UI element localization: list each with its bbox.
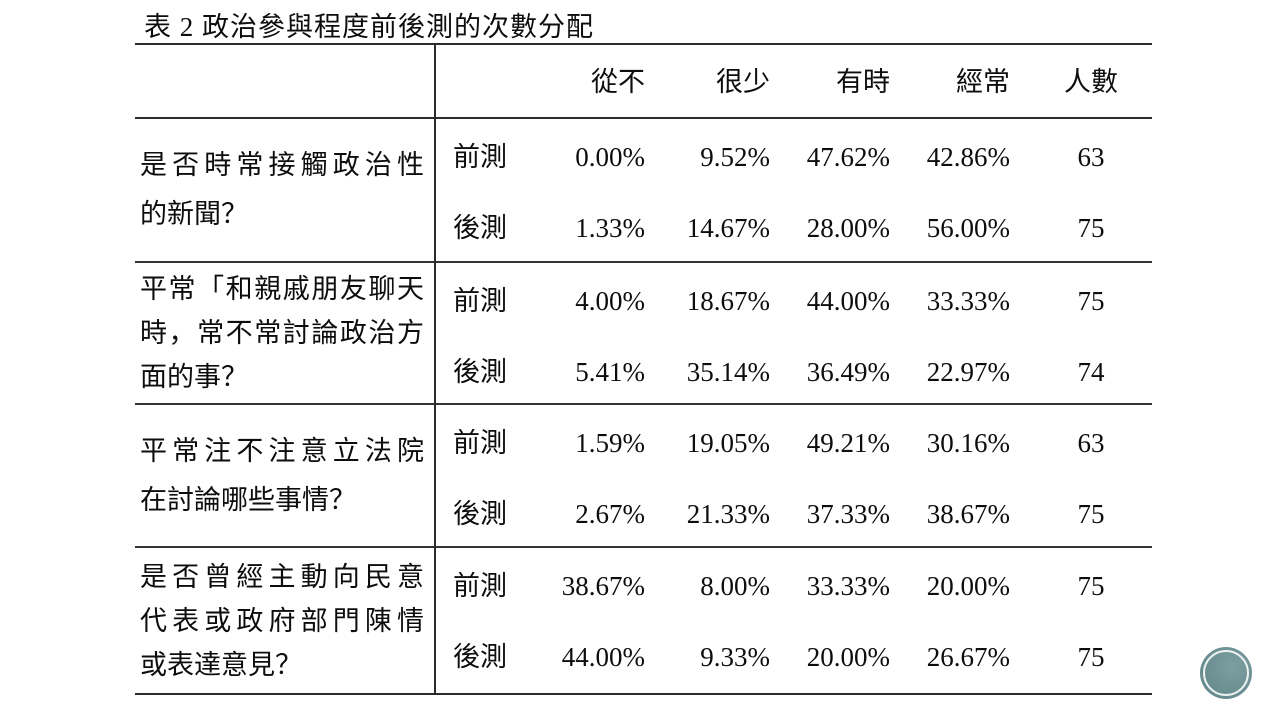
value-count: 75 <box>1077 642 1105 672</box>
value-never: 4.00% <box>575 286 645 316</box>
value-count: 74 <box>1077 357 1105 387</box>
value-never: 0.00% <box>575 142 645 172</box>
value-sometimes: 33.33% <box>806 571 890 601</box>
value-never: 5.41% <box>575 357 645 387</box>
column-header-rarely: 很少 <box>716 67 770 97</box>
frequency-table: 從不 很少 有時 經常 人數 是否時常接觸政治性 的新聞？ 前測 0.00% 9… <box>135 43 1152 695</box>
test-label: 前測 <box>453 142 507 172</box>
pretest-row: 前測 38.67% 8.00% 33.33% 20.00% 75 <box>135 564 1152 608</box>
value-sometimes: 36.49% <box>806 357 890 387</box>
test-label: 前測 <box>453 428 507 458</box>
column-header-count: 人數 <box>1064 67 1118 97</box>
table-header-rule <box>135 117 1152 119</box>
value-never: 1.59% <box>575 428 645 458</box>
question-text-line: 是否曾經主動向民意 <box>140 562 424 592</box>
pretest-row: 前測 4.00% 18.67% 44.00% 33.33% 75 <box>135 279 1152 323</box>
table-row-separator <box>135 261 1152 263</box>
value-sometimes: 44.00% <box>806 286 890 316</box>
question-cell: 是否時常接觸政治性 的新聞？ <box>140 118 424 262</box>
value-rarely: 35.14% <box>686 357 770 387</box>
value-sometimes: 20.00% <box>806 642 890 672</box>
value-sometimes: 49.21% <box>806 428 890 458</box>
table-row-group: 是否時常接觸政治性 的新聞？ 前測 0.00% 9.52% 47.62% 42.… <box>135 118 1152 262</box>
test-label: 前測 <box>453 286 507 316</box>
pretest-row: 前測 0.00% 9.52% 47.62% 42.86% 63 <box>135 135 1152 179</box>
test-label: 前測 <box>453 571 507 601</box>
value-sometimes: 37.33% <box>806 499 890 529</box>
test-label: 後測 <box>453 499 507 529</box>
value-never: 1.33% <box>575 213 645 243</box>
posttest-row: 後測 5.41% 35.14% 36.49% 22.97% 74 <box>135 350 1152 394</box>
value-rarely: 9.33% <box>700 642 770 672</box>
question-cell: 是否曾經主動向民意 代表或政府部門陳情 或表達意見？ <box>140 547 424 695</box>
table-row-separator <box>135 403 1152 405</box>
question-text-line: 代表或政府部門陳情 <box>140 606 424 636</box>
value-rarely: 21.33% <box>686 499 770 529</box>
value-often: 56.00% <box>926 213 1010 243</box>
value-often: 26.67% <box>926 642 1010 672</box>
value-rarely: 18.67% <box>686 286 770 316</box>
question-cell: 平常「和親戚朋友聊天 時，常不常討論政治方 面的事？ <box>140 262 424 404</box>
question-text-line: 的新聞？ <box>140 199 248 229</box>
posttest-row: 後測 44.00% 9.33% 20.00% 26.67% 75 <box>135 635 1152 679</box>
value-rarely: 8.00% <box>700 571 770 601</box>
question-text-line: 面的事？ <box>140 362 248 392</box>
pretest-row: 前測 1.59% 19.05% 49.21% 30.16% 63 <box>135 421 1152 465</box>
value-count: 63 <box>1077 428 1105 458</box>
table-bottom-rule <box>135 693 1152 695</box>
value-rarely: 14.67% <box>686 213 770 243</box>
question-text-line: 是否時常接觸政治性 <box>140 150 424 180</box>
table-row-separator <box>135 546 1152 548</box>
value-often: 20.00% <box>926 571 1010 601</box>
value-never: 38.67% <box>561 571 645 601</box>
value-often: 42.86% <box>926 142 1010 172</box>
value-never: 44.00% <box>561 642 645 672</box>
column-header-sometimes: 有時 <box>836 67 890 97</box>
value-sometimes: 47.62% <box>806 142 890 172</box>
table-column-divider <box>434 43 436 695</box>
value-rarely: 9.52% <box>700 142 770 172</box>
value-never: 2.67% <box>575 499 645 529</box>
posttest-row: 後測 1.33% 14.67% 28.00% 56.00% 75 <box>135 206 1152 250</box>
question-text-line: 平常注不注意立法院 <box>140 435 424 466</box>
question-text-line: 或表達意見？ <box>140 650 302 680</box>
table-header-row: 從不 很少 有時 經常 人數 <box>135 43 1152 118</box>
posttest-row: 後測 2.67% 21.33% 37.33% 38.67% 75 <box>135 492 1152 536</box>
value-count: 75 <box>1077 286 1105 316</box>
value-count: 75 <box>1077 571 1105 601</box>
question-cell: 平常注不注意立法院 在討論哪些事情？ <box>140 404 424 547</box>
teal-circular-seal-logo <box>1200 647 1252 699</box>
value-often: 30.16% <box>926 428 1010 458</box>
column-header-often: 經常 <box>956 67 1010 97</box>
table-row-group: 平常注不注意立法院 在討論哪些事情？ 前測 1.59% 19.05% 49.21… <box>135 404 1152 547</box>
question-text-line: 在討論哪些事情？ <box>140 484 356 515</box>
value-count: 63 <box>1077 142 1105 172</box>
value-often: 38.67% <box>926 499 1010 529</box>
table-top-rule <box>135 43 1152 45</box>
column-header-never: 從不 <box>591 67 645 97</box>
value-count: 75 <box>1077 499 1105 529</box>
question-text-line: 平常「和親戚朋友聊天 <box>140 274 424 304</box>
test-label: 後測 <box>453 357 507 387</box>
value-count: 75 <box>1077 213 1105 243</box>
value-often: 33.33% <box>926 286 1010 316</box>
value-often: 22.97% <box>926 357 1010 387</box>
test-label: 後測 <box>453 213 507 243</box>
table-title: 表 2 政治參與程度前後測的次數分配 <box>144 12 594 42</box>
table-row-group: 是否曾經主動向民意 代表或政府部門陳情 或表達意見？ 前測 38.67% 8.0… <box>135 547 1152 695</box>
question-text-line: 時，常不常討論政治方 <box>140 318 424 348</box>
test-label: 後測 <box>453 642 507 672</box>
value-rarely: 19.05% <box>686 428 770 458</box>
value-sometimes: 28.00% <box>806 213 890 243</box>
table-row-group: 平常「和親戚朋友聊天 時，常不常討論政治方 面的事？ 前測 4.00% 18.6… <box>135 262 1152 404</box>
